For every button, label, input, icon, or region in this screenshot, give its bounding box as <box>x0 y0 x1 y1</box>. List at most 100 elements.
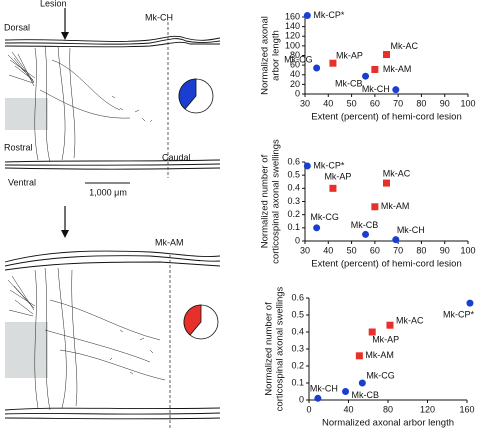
point-label: Mk-AC <box>396 316 424 326</box>
y-tick-label: 0.4 <box>287 183 300 193</box>
y-tick-label: 0.1 <box>287 222 300 232</box>
y-tick-label: 0.2 <box>291 360 304 370</box>
y-tick-label: 0.2 <box>287 209 300 219</box>
y-tick-label: 100 <box>285 40 300 50</box>
orientation-label: Rostral <box>4 142 33 152</box>
point-label: Mk-CG <box>310 212 339 222</box>
point-label: Mk-AP <box>336 51 363 61</box>
x-tick-label: 0 <box>306 404 311 414</box>
point-label: Mk-AC <box>391 41 419 51</box>
point <box>358 379 366 387</box>
y-tick-label: 0 <box>299 394 304 404</box>
point-label: Mk-CB <box>335 79 363 89</box>
x-tick-label: 60 <box>370 98 380 108</box>
point-label: Mk-CH <box>362 84 390 94</box>
point-label: Mk-AM <box>383 64 412 74</box>
tracing-bottom: Mk-AM <box>4 206 221 428</box>
x-axis-title: Extent (percent) of hemi-cord lesion <box>311 112 461 123</box>
y-axis-title: Normalized number of <box>264 302 275 396</box>
point <box>303 12 311 20</box>
point <box>342 388 350 395</box>
point <box>313 64 321 72</box>
y-axis-title: Normalized axonal <box>260 16 271 95</box>
orientation-label: Caudal <box>162 152 191 162</box>
point <box>383 179 390 187</box>
y-tick-label: 0.6 <box>291 292 304 302</box>
x-tick-label: 70 <box>393 98 403 108</box>
orientation-label: Ventral <box>8 177 36 187</box>
y-tick-label: 0.6 <box>287 156 300 166</box>
x-tick-label: 120 <box>420 404 435 414</box>
x-axis-title: Normalized axonal arbor length <box>322 418 454 429</box>
point-label: Mk-AP <box>372 334 399 344</box>
x-tick-label: 100 <box>460 98 475 108</box>
y-tick-label: 80 <box>290 50 300 60</box>
y-tick-label: 60 <box>290 60 300 70</box>
y-axis-title: arbor length <box>271 30 282 81</box>
y-tick-label: 0.5 <box>287 170 300 180</box>
x-tick-label: 90 <box>440 98 450 108</box>
point-label: Mk-CP* <box>313 10 344 20</box>
point <box>371 65 379 73</box>
y-tick-label: 0 <box>295 235 300 245</box>
point <box>368 328 376 336</box>
y-tick-label: 0.5 <box>291 309 304 319</box>
y-tick-label: 0.1 <box>291 377 304 387</box>
point <box>466 299 474 307</box>
y-tick-label: 0 <box>295 88 300 98</box>
x-tick-label: 40 <box>323 245 333 255</box>
y-tick-label: 40 <box>290 69 300 79</box>
y-tick-label: 20 <box>290 79 300 89</box>
point <box>314 394 322 402</box>
y-axis-title: Normalized number of <box>260 154 271 248</box>
x-tick-label: 30 <box>300 245 310 255</box>
y-tick-label: 0.3 <box>291 343 304 353</box>
y-tick-label: 160 <box>285 11 300 21</box>
y-tick-label: 140 <box>285 21 300 31</box>
point <box>392 86 400 94</box>
point-label: Mk-CB <box>351 220 379 230</box>
tracing-top: Lesion Mk-CH Dorsal Rostral Caudal Ventr… <box>4 0 221 197</box>
x-tick-label: 80 <box>416 98 426 108</box>
x-tick-label: 80 <box>383 404 393 414</box>
point-label: Mk-CP* <box>443 309 474 319</box>
point <box>362 230 370 238</box>
point-label: Mk-CP* <box>313 160 344 170</box>
x-tick-label: 50 <box>347 98 357 108</box>
case-label: Mk-CH <box>145 12 173 22</box>
x-tick-label: 80 <box>416 245 426 255</box>
point-label: Mk-CG <box>366 370 395 380</box>
x-tick-label: 100 <box>460 245 475 255</box>
case-label: Mk-AM <box>155 237 184 247</box>
point <box>386 321 394 329</box>
y-axis-title: corticospinal axonal swellings <box>271 139 282 264</box>
point <box>392 236 400 244</box>
x-tick-label: 40 <box>343 404 353 414</box>
point-label: Mk-CH <box>310 384 338 394</box>
point-label: Mk-CG <box>284 54 313 64</box>
point-label: Mk-AM <box>365 350 394 360</box>
point <box>355 352 363 360</box>
x-tick-label: 50 <box>347 245 357 255</box>
x-tick-label: 70 <box>393 245 403 255</box>
x-tick-label: 60 <box>370 245 380 255</box>
y-tick-label: 120 <box>285 31 300 41</box>
scale-label: 1,000 μm <box>89 187 127 197</box>
point-label: Mk-AC <box>383 168 411 178</box>
point <box>313 224 321 232</box>
point <box>329 184 337 192</box>
lesion-label: Lesion <box>40 0 67 8</box>
point <box>329 59 337 67</box>
point-label: Mk-AP <box>324 172 351 182</box>
y-axis-title: corticospinal axonal swellings <box>275 286 286 411</box>
y-tick-label: 0.3 <box>287 196 300 206</box>
x-tick-label: 30 <box>300 98 310 108</box>
point-label: Mk-CB <box>352 390 380 400</box>
point <box>371 203 379 211</box>
x-tick-label: 90 <box>440 245 450 255</box>
point <box>362 72 370 80</box>
point-label: Mk-CH <box>397 225 425 235</box>
point <box>303 162 311 170</box>
y-tick-label: 0.4 <box>291 326 304 336</box>
